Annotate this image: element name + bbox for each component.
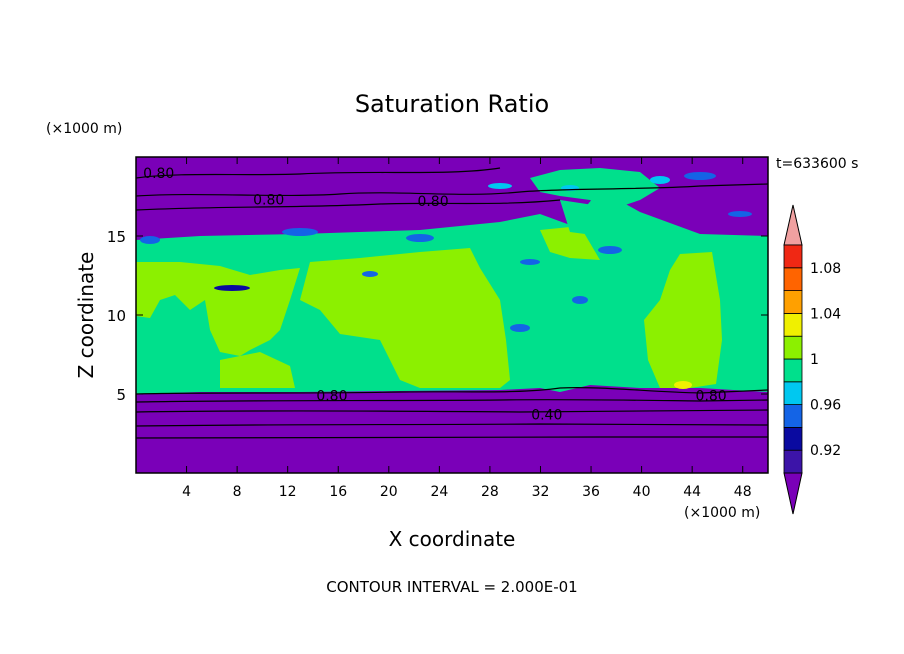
low-ratio-patch [510,324,530,332]
colorbar-top-arrow [783,204,803,246]
supersaturated-patch [674,381,692,389]
colorbar-swatch [783,426,803,451]
saturated-region [644,252,722,388]
low-ratio-patch [282,228,318,236]
colorbar-label: 0.92 [810,443,841,459]
x-tick-label: 32 [532,484,550,500]
contour-line [136,409,768,413]
colorbar-label: 1 [810,352,819,368]
colorbar-label: 1.08 [810,261,841,277]
x-tick-label: 28 [481,484,499,500]
y-tick-label: 15 [107,228,126,246]
x-tick-label: 48 [734,484,752,500]
low-ratio-patch [406,234,434,242]
colorbar-swatch [783,358,803,383]
contour-line [136,387,768,395]
y-axis-label: Z coordinate [74,252,98,379]
colorbar-bottom-arrow [783,472,803,515]
cloud-patch [650,176,670,184]
contour-label: 0.80 [696,389,727,405]
x-tick-label: 24 [430,484,448,500]
saturated-region [540,226,600,260]
low-ratio-patch [520,259,540,265]
contour-label: 0.40 [531,408,562,424]
colorbar: 0.92 0.96 1 1.04 1.08 [783,204,841,515]
low-ratio-patch [140,236,160,244]
saturated-region [220,352,295,388]
x-unit-label: (×1000 m) [684,505,760,521]
low-ratio-patch [728,211,752,217]
cloud-patch [488,183,512,189]
contour-line [136,199,561,211]
colorbar-label: 1.04 [810,306,841,322]
colorbar-swatch [783,312,803,337]
x-tick-label: 44 [683,484,701,500]
contour-label: 0.80 [143,166,174,182]
x-tick-label: 16 [329,484,347,500]
x-tick-label: 4 [182,484,191,500]
low-ratio-patch [572,296,588,304]
contour-line [136,423,768,427]
contour-label: 0.80 [316,389,347,405]
x-tick-label: 36 [582,484,600,500]
colorbar-swatch [783,335,803,360]
low-ratio-patch [598,246,622,254]
low-ratio-patch [362,271,378,277]
x-tick-label: 40 [633,484,651,500]
colorbar-label: 0.96 [810,398,841,414]
contour-labels: 0.80 0.80 0.80 0.80 0.40 0.80 [143,166,727,424]
saturated-region [136,262,300,356]
chart-title: Saturation Ratio [355,90,549,118]
contour-label: 0.80 [253,193,284,209]
low-ratio-patch [214,285,250,291]
contour-interval-note: CONTOUR INTERVAL = 2.000E-01 [326,578,577,596]
x-axis: 4 8 12 16 20 24 28 32 36 40 44 48 [182,157,752,500]
time-label: t=633600 s [776,156,858,172]
contour-line [136,167,501,179]
y-tick-label: 10 [107,307,126,325]
colorbar-swatch [783,244,803,269]
y-unit-label: (×1000 m) [46,121,122,137]
contour-label: 0.80 [417,194,448,210]
colorbar-swatch [783,404,803,428]
y-tick-label: 5 [116,386,126,404]
low-ratio-patch [684,172,716,180]
upper-cloud [560,200,620,236]
contour-line [136,436,768,439]
colorbar-swatch [783,381,803,405]
colorbar-swatch [783,290,803,314]
contour-line [136,183,768,197]
x-tick-label: 12 [279,484,297,500]
colorbar-swatch [783,449,803,474]
y-axis: 5 10 15 [107,228,768,404]
x-tick-label: 8 [233,484,242,500]
x-axis-label: X coordinate [389,527,516,551]
contour-lines [136,167,768,439]
colorbar-swatch [783,267,803,291]
x-tick-label: 20 [380,484,398,500]
saturated-region [300,248,510,388]
contour-line [136,398,768,403]
